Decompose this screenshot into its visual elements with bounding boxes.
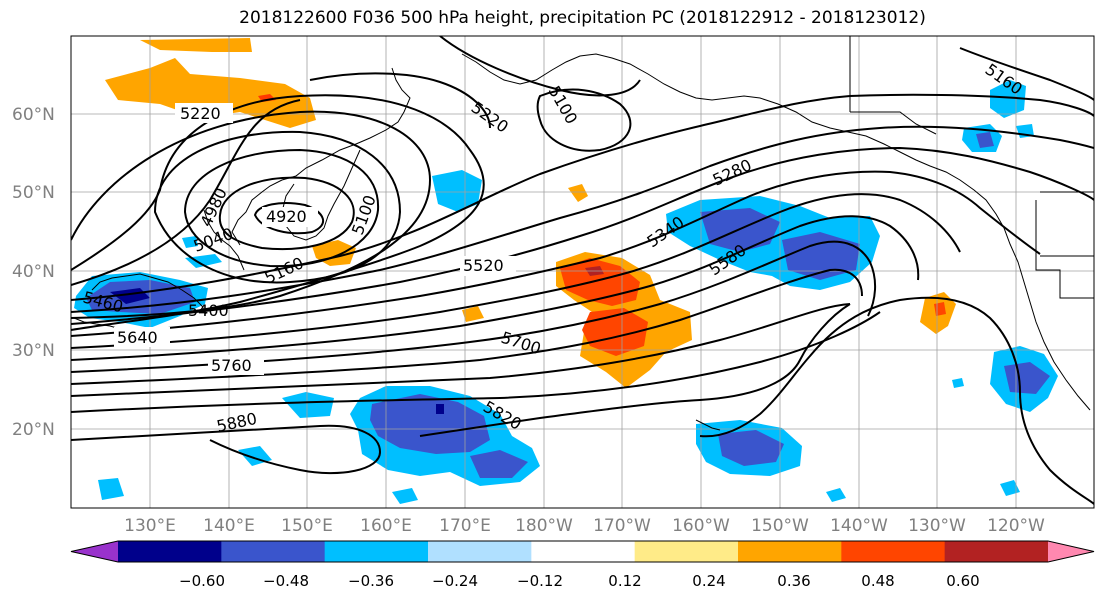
lon-label: 160°E bbox=[360, 516, 412, 536]
lon-label: 170°E bbox=[439, 516, 491, 536]
lat-label: 50°N bbox=[12, 183, 55, 203]
colorbar-extend-max bbox=[1048, 541, 1094, 562]
colorbar-swatch bbox=[738, 541, 842, 562]
contour-label: 5640 bbox=[117, 328, 158, 347]
colorbar-outline bbox=[70, 540, 1095, 563]
map-title: 2018122600 F036 500 hPa height, precipit… bbox=[239, 8, 926, 28]
lon-label: 140°E bbox=[203, 516, 255, 536]
colorbar-tick-label: 0.60 bbox=[946, 572, 979, 590]
colorbar-tick-label: −0.36 bbox=[348, 572, 394, 590]
contour-label: 5520 bbox=[463, 256, 504, 275]
contour-label: 4920 bbox=[266, 207, 307, 226]
graticule bbox=[71, 36, 1094, 508]
map-panel: 5220 5220 5100 4920 4980 5040 5100 5160 … bbox=[70, 35, 1095, 509]
lat-label: 30°N bbox=[12, 341, 55, 361]
colorbar-tick-label: −0.24 bbox=[432, 572, 478, 590]
lon-label: 150°E bbox=[281, 516, 333, 536]
lon-label: 150°W bbox=[751, 516, 809, 536]
colorbar-extend-min bbox=[71, 541, 118, 562]
colorbar-swatch bbox=[531, 541, 636, 562]
lon-label: 140°W bbox=[830, 516, 888, 536]
colorbar-swatch bbox=[221, 541, 326, 562]
colorbar bbox=[70, 540, 1095, 563]
lon-label: 120°W bbox=[987, 516, 1045, 536]
contour-label: 5220 bbox=[180, 104, 221, 123]
colorbar-swatch bbox=[944, 541, 1049, 562]
lon-label: 130°E bbox=[124, 516, 176, 536]
lon-label: 160°W bbox=[672, 516, 730, 536]
contour-label: 5400 bbox=[188, 301, 229, 320]
colorbar-tick-label: 0.24 bbox=[692, 572, 725, 590]
colorbar-swatch bbox=[428, 541, 532, 562]
longitude-labels: 130°E 140°E 150°E 160°E 170°E 180°W 170°… bbox=[124, 516, 1045, 536]
colorbar-tick-label: −0.60 bbox=[179, 572, 225, 590]
lon-label: 180°W bbox=[515, 516, 573, 536]
colorbar-labels: −0.60 −0.48 −0.36 −0.24 −0.12 0.12 0.24 … bbox=[179, 572, 980, 590]
contour-label: 5760 bbox=[211, 356, 252, 375]
colorbar-tick-label: −0.48 bbox=[263, 572, 309, 590]
lat-label: 40°N bbox=[12, 262, 55, 282]
colorbar-tick-label: −0.12 bbox=[517, 572, 563, 590]
height-contours bbox=[71, 36, 1094, 505]
lat-label: 60°N bbox=[12, 105, 55, 125]
lat-label: 20°N bbox=[12, 420, 55, 440]
lon-label: 170°W bbox=[593, 516, 651, 536]
colorbar-tick-label: 0.12 bbox=[608, 572, 641, 590]
colorbar-swatch bbox=[118, 541, 222, 562]
latitude-labels: 60°N 50°N 40°N 30°N 20°N bbox=[12, 105, 55, 440]
colorbar-swatch bbox=[634, 541, 739, 562]
colorbar-tick-label: 0.36 bbox=[777, 572, 810, 590]
colorbar-swatch bbox=[841, 541, 946, 562]
lon-label: 130°W bbox=[908, 516, 966, 536]
colorbar-tick-label: 0.48 bbox=[861, 572, 894, 590]
colorbar-swatch bbox=[324, 541, 429, 562]
